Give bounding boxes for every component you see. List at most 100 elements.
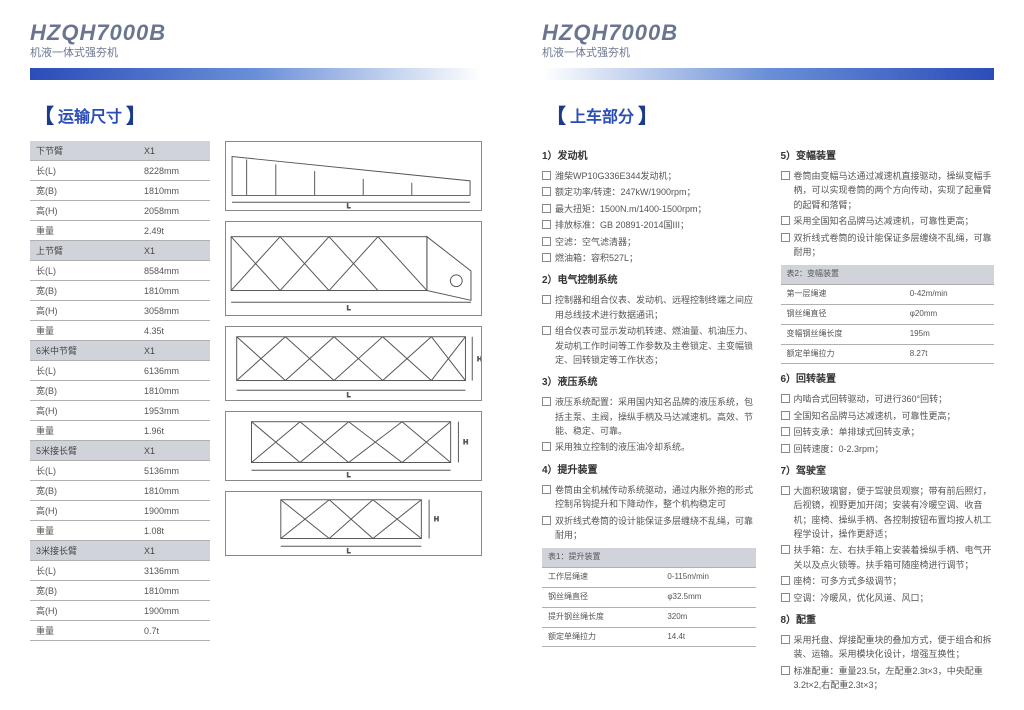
svg-text:L: L [347, 305, 351, 312]
spec-line: 空滤：空气滤清器； [542, 235, 756, 249]
spec-line: 组合仪表可显示发动机转速、燃油量、机油压力、发动机工作时间等工作参数及主卷锁定、… [542, 324, 756, 367]
spec-line: 扶手箱：左、右扶手箱上安装着操纵手柄、电气开关以及点火锁等。扶手箱可随座椅进行调… [781, 543, 995, 572]
table-value: 0-115m/min [661, 568, 755, 588]
spec-text: 座椅：可多方式多级调节； [794, 574, 902, 588]
spec-label: 高(H) [30, 401, 138, 421]
subsection-heading: 4）提升装置 [542, 463, 756, 479]
table-label: 钢丝绳直径 [781, 304, 904, 324]
spec-line: 卷筒由全机械传动系统驱动，通过内胀外抱的形式控制吊钩提升和下降动作，整个机构稳定… [542, 483, 756, 512]
spec-text: 卷筒由变幅马达通过减速机直接驱动，操纵变幅手柄，可以实现卷筒的两个方向传动，实现… [794, 169, 995, 212]
spec-group-qty: X1 [138, 441, 210, 461]
table-title: 表1：提升装置 [542, 548, 756, 567]
spec-label: 长(L) [30, 161, 138, 181]
spec-label: 长(L) [30, 261, 138, 281]
checkbox-icon [542, 442, 551, 451]
spec-text: 回转速度：0-2.3rpm； [794, 442, 884, 456]
spec-line: 标准配重：重量23.5t，左配重2.3t×3，中央配重3.2t×2,右配重2.3… [781, 664, 995, 693]
spec-line: 内啮合式回转驱动，可进行360°回转； [781, 392, 995, 406]
spec-group-qty: X1 [138, 141, 210, 161]
spec-line: 液压系统配置：采用国内知名品牌的液压系统，包括主泵、主阀，操纵手柄及马达减速机。… [542, 395, 756, 438]
table-value: 320m [661, 607, 755, 627]
table-value: φ32.5mm [661, 588, 755, 608]
spec-line: 双折线式卷筒的设计能保证多层缠绕不乱绳，可靠耐用； [542, 514, 756, 543]
spec-text: 双折线式卷筒的设计能保证多层缠绕不乱绳，可靠耐用； [555, 514, 756, 543]
accent-bar-right [542, 68, 994, 80]
spec-value: 1900mm [138, 601, 210, 621]
spec-line: 采用托盘、焊接配重块的叠加方式，便于组合和拆装、运输。采用模块化设计，增强互换性… [781, 633, 995, 662]
spec-line: 控制器和组合仪表、发动机、远程控制终端之间应用总线技术进行数据通讯； [542, 293, 756, 322]
table-value: 0-42m/min [904, 285, 994, 305]
spec-text: 扶手箱：左、右扶手箱上安装着操纵手柄、电气开关以及点火锁等。扶手箱可随座椅进行调… [794, 543, 995, 572]
table-value: 195m [904, 324, 994, 344]
section-transport-dims: 【运输尺寸】 [30, 100, 482, 129]
spec-label: 宽(B) [30, 181, 138, 201]
spec-text: 标准配重：重量23.5t，左配重2.3t×3，中央配重3.2t×2,右配重2.3… [794, 664, 995, 693]
diagram-lower-boom: L [225, 141, 482, 211]
checkbox-icon [542, 237, 551, 246]
checkbox-icon [542, 516, 551, 525]
subsection-heading: 3）液压系统 [542, 375, 756, 391]
checkbox-icon [781, 444, 790, 453]
checkbox-icon [542, 326, 551, 335]
spec-text: 空滤：空气滤清器； [555, 235, 636, 249]
spec-value: 1.96t [138, 421, 210, 441]
subsection-heading: 6）回转装置 [781, 372, 995, 388]
checkbox-icon [781, 593, 790, 602]
spec-value: 1810mm [138, 281, 210, 301]
checkbox-icon [781, 394, 790, 403]
spec-value: 1810mm [138, 481, 210, 501]
spec-value: 2058mm [138, 201, 210, 221]
diagram-3m-ext: LH [225, 491, 482, 556]
checkbox-icon [781, 545, 790, 554]
checkbox-icon [542, 204, 551, 213]
spec-line: 额定功率/转速：247kW/1900rpm； [542, 185, 756, 199]
spec-label: 重量 [30, 321, 138, 341]
spec-text: 控制器和组合仪表、发动机、远程控制终端之间应用总线技术进行数据通讯； [555, 293, 756, 322]
table-value: 14.4t [661, 627, 755, 647]
spec-value: 8228mm [138, 161, 210, 181]
table-value: 8.27t [904, 344, 994, 364]
spec-value: 4.35t [138, 321, 210, 341]
spec-text: 采用全国知名品牌马达减速机，可靠性更高； [794, 214, 974, 228]
spec-label: 宽(B) [30, 381, 138, 401]
diagram-6m-mid: LH [225, 326, 482, 401]
table-label: 额定单绳拉力 [542, 627, 661, 647]
spec-text: 全国知名品牌马达减速机，可靠性更高； [794, 409, 956, 423]
product-model: HZQH7000B [30, 20, 482, 46]
spec-text: 卷筒由全机械传动系统驱动，通过内胀外抱的形式控制吊钩提升和下降动作，整个机构稳定… [555, 483, 756, 512]
spec-group-name: 3米接长臂 [30, 541, 138, 561]
spec-line: 采用全国知名品牌马达减速机，可靠性更高； [781, 214, 995, 228]
svg-text:L: L [347, 472, 351, 479]
checkbox-icon [542, 397, 551, 406]
spec-label: 高(H) [30, 501, 138, 521]
table-label: 提升钢丝绳长度 [542, 607, 661, 627]
svg-text:L: L [347, 392, 351, 399]
spec-line: 排放标准：GB 20891-2014国III； [542, 218, 756, 232]
table-value: φ20mm [904, 304, 994, 324]
mini-spec-table: 表2：变幅装置第一层绳速0-42m/min钢丝绳直径φ20mm变幅钢丝绳长度19… [781, 265, 995, 364]
spec-text: 排放标准：GB 20891-2014国III； [555, 218, 689, 232]
product-subtitle-right: 机液一体式强夯机 [542, 44, 994, 60]
spec-label: 重量 [30, 421, 138, 441]
spec-line: 潍柴WP10G336E344发动机； [542, 169, 756, 183]
product-model-right: HZQH7000B [542, 20, 994, 46]
spec-group-name: 6米中节臂 [30, 341, 138, 361]
subsection-heading: 5）变幅装置 [781, 149, 995, 165]
svg-text:L: L [347, 548, 351, 555]
spec-line: 大面积玻璃窗，便于驾驶员观察；带有前后照灯，后视镜，视野更加开阔；安装有冷暖空调… [781, 484, 995, 542]
spec-line: 双折线式卷筒的设计能保证多层缠绕不乱绳，可靠耐用； [781, 231, 995, 260]
spec-text: 潍柴WP10G336E344发动机； [555, 169, 677, 183]
spec-text: 燃油箱：容积527L； [555, 251, 638, 265]
spec-group-qty: X1 [138, 541, 210, 561]
spec-label: 长(L) [30, 461, 138, 481]
table-label: 额定单绳拉力 [781, 344, 904, 364]
spec-value: 1810mm [138, 581, 210, 601]
spec-value: 1900mm [138, 501, 210, 521]
table-label: 钢丝绳直径 [542, 588, 661, 608]
spec-value: 1953mm [138, 401, 210, 421]
text-column-2: 5）变幅装置卷筒由变幅马达通过减速机直接驱动，操纵变幅手柄，可以实现卷筒的两个方… [781, 141, 995, 695]
text-column-1: 1）发动机潍柴WP10G336E344发动机；额定功率/转速：247kW/190… [542, 141, 756, 695]
checkbox-icon [781, 233, 790, 242]
spec-group-name: 下节臂 [30, 141, 138, 161]
spec-table: 下节臂X1长(L)8228mm宽(B)1810mm高(H)2058mm重量2.4… [30, 141, 210, 641]
